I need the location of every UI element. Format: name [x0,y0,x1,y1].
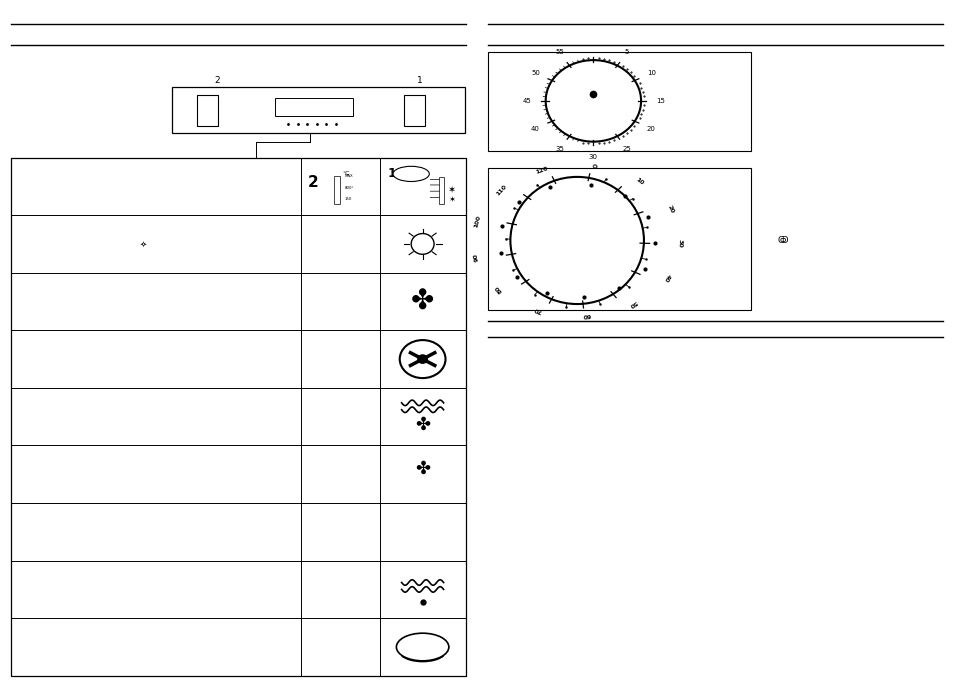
Ellipse shape [399,340,445,378]
Text: ✶: ✶ [447,196,455,205]
Text: 15: 15 [655,98,664,104]
Bar [488,52,750,151]
Text: 25: 25 [621,146,631,152]
Text: 45: 45 [521,98,531,104]
Text: 40: 40 [661,273,670,283]
Text: ✤: ✤ [415,460,430,477]
Text: 80: 80 [493,283,502,294]
Text: 30: 30 [588,154,598,160]
Text: 2: 2 [308,176,318,191]
Text: 20: 20 [666,204,674,214]
Text: 100: 100 [473,214,481,228]
Text: 50: 50 [627,299,637,307]
Text: 10: 10 [635,177,644,186]
Text: ✶: ✶ [447,184,455,195]
Ellipse shape [396,633,448,661]
Text: 30: 30 [677,239,682,248]
Text: 10: 10 [646,70,655,76]
Bar [438,178,443,204]
Bar [197,95,218,126]
Text: 35: 35 [555,146,564,152]
Text: 55: 55 [555,50,564,55]
Text: 1: 1 [387,167,395,180]
Ellipse shape [417,355,427,363]
Text: 20: 20 [646,126,655,132]
Text: 90: 90 [473,252,479,261]
Text: 40: 40 [531,126,539,132]
Text: 120: 120 [535,166,548,175]
Text: 110: 110 [495,184,507,196]
Text: O: O [592,164,598,170]
Bar [11,158,465,676]
Text: 1: 1 [416,76,422,85]
Text: °C: °C [342,171,350,176]
Bar [404,95,425,126]
Text: PIZZA: PIZZA [410,641,435,650]
Text: ✤: ✤ [415,416,430,434]
Text: ✤: ✤ [411,287,434,316]
Bar [488,168,750,310]
Bar [172,87,464,133]
Text: 2: 2 [214,76,220,85]
Text: 70: 70 [532,305,542,314]
Ellipse shape [545,60,640,142]
Text: 5: 5 [624,50,628,55]
Bar [274,98,353,116]
Bar [334,176,339,204]
Ellipse shape [393,167,429,182]
Text: ↂ: ↂ [776,236,787,245]
Ellipse shape [411,234,434,254]
Text: 60: 60 [581,312,590,318]
Text: ✧: ✧ [139,239,147,249]
Text: 50: 50 [531,70,539,76]
Text: 150: 150 [344,197,352,201]
Text: 800°: 800° [344,187,354,191]
Text: MAX: MAX [344,174,353,178]
Ellipse shape [510,177,643,304]
Text: PIZZA: PIZZA [404,172,417,176]
